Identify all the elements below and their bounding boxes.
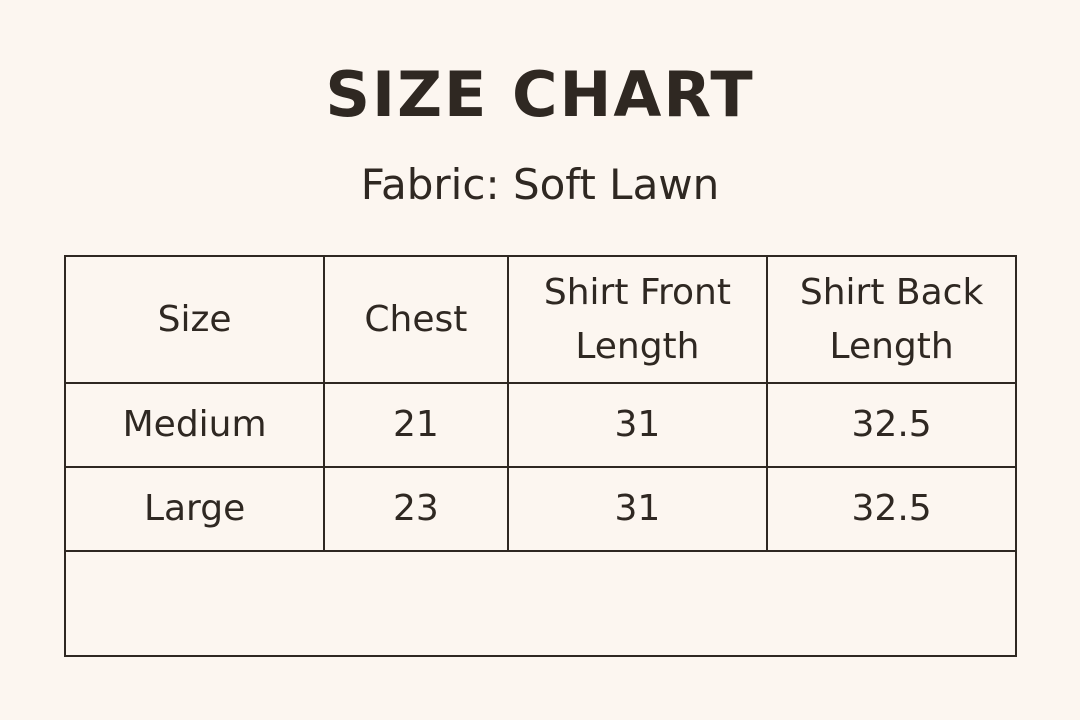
table-cell: 31 xyxy=(506,466,769,552)
table-cell: 21 xyxy=(323,382,509,468)
table-cell: Medium xyxy=(63,382,326,468)
table-row: Medium 21 31 32.5 xyxy=(63,382,1017,468)
table-cell: 31 xyxy=(506,382,769,468)
table-cell: Large xyxy=(63,466,326,552)
table-cell: 32.5 xyxy=(766,382,1017,468)
empty-row xyxy=(64,550,1017,657)
header-cell: Size xyxy=(63,255,326,384)
header-cell: Shirt Front Length xyxy=(506,255,769,384)
table-cell: 32.5 xyxy=(766,466,1017,552)
size-table: Size Chest Shirt Front Length Shirt Back… xyxy=(63,255,1017,657)
empty-cell xyxy=(64,550,1017,657)
table-cell: 23 xyxy=(323,466,509,552)
table-row: Large 23 31 32.5 xyxy=(63,466,1017,552)
table-header-row: Size Chest Shirt Front Length Shirt Back… xyxy=(63,255,1017,384)
header-cell: Shirt Back Length xyxy=(766,255,1017,384)
fabric-subtitle: Fabric: Soft Lawn xyxy=(360,160,720,209)
header-cell: Chest xyxy=(323,255,509,384)
page-title: SIZE CHART xyxy=(325,58,755,131)
